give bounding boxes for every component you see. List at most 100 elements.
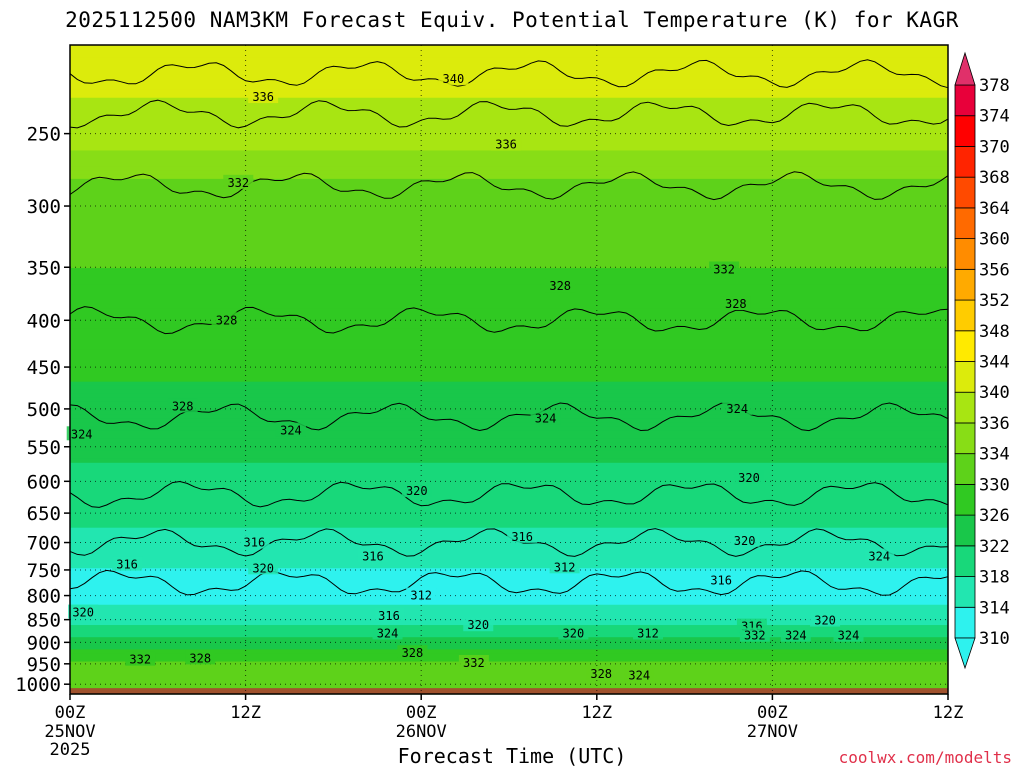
contour-label: 324 <box>726 402 748 416</box>
field-band <box>70 109 948 115</box>
contour-label: 324 <box>628 668 650 682</box>
x-tick-label: 12Z <box>581 703 612 723</box>
field-band <box>70 560 948 565</box>
field-band <box>70 434 948 440</box>
contour-label-bg <box>167 398 198 413</box>
colorbar-label: 318 <box>979 568 1010 588</box>
contour-label: 324 <box>868 549 890 563</box>
field-band <box>70 239 948 245</box>
field-band <box>70 568 948 573</box>
y-tick-label: 1000 <box>15 674 61 696</box>
field-band <box>70 669 948 675</box>
contour-label-bg <box>780 627 811 642</box>
field-band <box>70 219 948 225</box>
colorbar-label: 368 <box>979 168 1010 188</box>
contour-label-bg <box>372 625 403 640</box>
x-tick-date: 26NOV <box>396 722 447 742</box>
field-band <box>70 89 948 95</box>
x-tick-label: 00Z <box>757 703 788 723</box>
colorbar-label: 340 <box>979 383 1010 403</box>
colorbar-cell <box>954 176 976 209</box>
x-tick-year: 2025 <box>50 740 91 760</box>
field-band <box>70 126 948 131</box>
contour-312 <box>69 569 949 596</box>
contour-label-bg <box>549 559 580 574</box>
field-band <box>70 97 948 103</box>
contour-label: 328 <box>216 313 238 327</box>
contour-label: 336 <box>252 90 274 104</box>
colorbar-label: 326 <box>979 506 1010 526</box>
field-band <box>70 134 948 139</box>
colorbar: 310 314 318 322 326 330 334 336 340 344 348 352 356 3… <box>954 51 1010 670</box>
field-band <box>70 166 948 172</box>
field-band <box>70 170 948 176</box>
contour-label-bg <box>733 469 764 484</box>
y-tick-label: 250 <box>27 124 61 146</box>
field-band <box>70 556 948 561</box>
field-band <box>70 381 948 387</box>
field-band <box>70 243 948 249</box>
colorbar-cell <box>954 268 976 301</box>
x-tick-label: 12Z <box>933 703 964 723</box>
contour-label: 320 <box>252 561 274 575</box>
contour-label: 336 <box>495 138 517 152</box>
contour-label-bg <box>438 71 469 86</box>
contour-label-bg <box>357 548 388 563</box>
contour-324 <box>69 402 949 432</box>
y-tick-label: 800 <box>27 586 61 608</box>
colorbar-cell <box>954 84 976 117</box>
credit-text: coolwx.com/modelts <box>838 748 1012 767</box>
x-axis-title: Forecast Time (UTC) <box>397 744 627 768</box>
field-band <box>70 272 948 277</box>
field-band <box>70 580 948 586</box>
contour-label: 312 <box>637 626 659 640</box>
field-band <box>70 365 948 371</box>
field-band <box>70 268 948 273</box>
field-band <box>70 511 948 517</box>
field-band <box>70 657 948 663</box>
colorbar-max-arrow <box>954 51 976 86</box>
chart-title: 2025112500 NAM3KM Forecast Equiv. Potent… <box>65 8 959 32</box>
field-band <box>70 215 948 221</box>
field-band <box>70 162 948 168</box>
contour-label: 316 <box>116 558 138 572</box>
field-band <box>70 65 948 70</box>
contour-label-bg <box>558 625 589 640</box>
field-band <box>70 231 948 237</box>
field-band <box>70 673 948 679</box>
field-band <box>70 199 948 204</box>
field-band <box>70 458 948 464</box>
field-band <box>70 337 948 342</box>
y-tick-label: 550 <box>27 437 61 459</box>
colorbar-label: 370 <box>979 137 1010 157</box>
contour-label-bg <box>401 483 432 498</box>
colorbar-label: 310 <box>979 629 1010 649</box>
contour-label-bg <box>406 587 437 602</box>
field-band <box>70 479 948 484</box>
contour-label-bg <box>248 89 279 104</box>
contour-label: 332 <box>744 629 766 643</box>
field-band <box>70 474 948 480</box>
field-band <box>70 616 948 622</box>
y-tick-label: 400 <box>27 310 61 332</box>
contour-336 <box>69 99 949 129</box>
contour-label-bg <box>125 651 156 666</box>
contour-label-bg <box>458 654 489 669</box>
field-band <box>70 174 948 180</box>
field-band <box>70 113 948 119</box>
contour-label-bg <box>720 296 751 311</box>
field-band <box>70 633 948 638</box>
field-band <box>70 53 948 58</box>
contour-label-bg <box>248 560 279 575</box>
field-band <box>70 470 948 476</box>
field-band <box>70 182 948 188</box>
colorbar-label: 336 <box>979 414 1010 434</box>
contour-label-bg <box>275 422 306 437</box>
contour-label-bg <box>507 528 538 543</box>
field-band <box>70 620 948 626</box>
field-band <box>70 276 948 281</box>
field-band <box>70 178 948 184</box>
field-band <box>70 304 948 310</box>
field-band <box>70 77 948 83</box>
contour-label-bg <box>374 607 405 622</box>
